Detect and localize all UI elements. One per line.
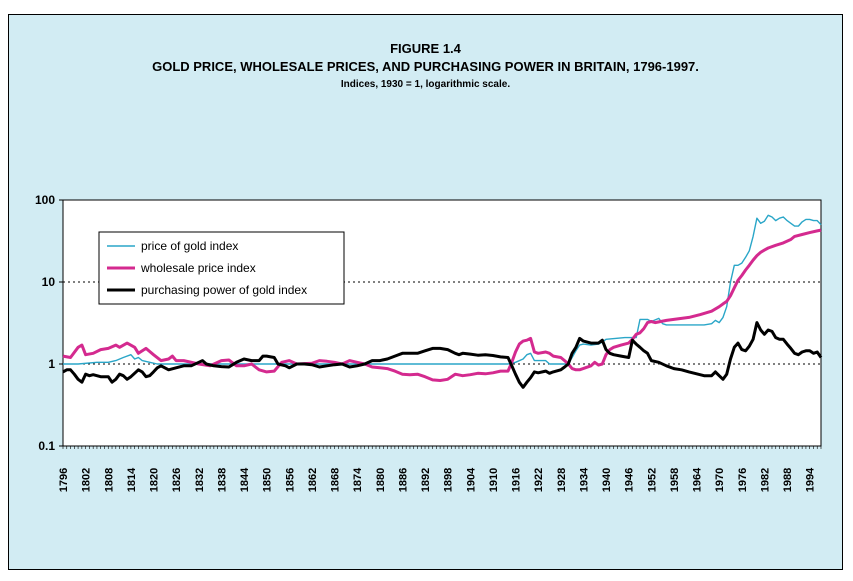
series-line-3: [62, 321, 823, 389]
x-tick-label: 1934: [578, 467, 590, 492]
x-tick-label: 1826: [171, 468, 183, 492]
x-tick-label: 1922: [533, 468, 545, 492]
x-tick-label: 1988: [782, 468, 794, 492]
legend-box: [98, 231, 345, 305]
x-tick-label: 1874: [352, 467, 364, 492]
figure-frame: FIGURE 1.4 GOLD PRICE, WHOLESALE PRICES,…: [8, 14, 843, 570]
figure-note: Indices, 1930 = 1, logarithmic scale.: [340, 79, 511, 90]
x-tick-label: 1838: [216, 468, 228, 492]
x-tick-label: 1970: [714, 468, 726, 492]
x-tick-label: 1886: [397, 468, 409, 492]
x-tick-label: 1958: [669, 468, 681, 492]
x-tick-label: 1850: [262, 468, 274, 492]
figure-title: FIGURE 1.4: [390, 41, 461, 56]
y-tick-label: 100: [35, 193, 55, 207]
y-tick-label: 0.1: [38, 439, 55, 453]
x-tick-label: 1898: [443, 468, 455, 492]
y-tick-label: 10: [42, 275, 56, 289]
y-tick-label: 1: [48, 357, 55, 371]
x-tick-label: 1820: [149, 468, 161, 492]
x-tick-label: 1802: [81, 468, 93, 492]
figure-subtitle: GOLD PRICE, WHOLESALE PRICES, AND PURCHA…: [152, 59, 699, 74]
x-tick-label: 1892: [420, 468, 432, 492]
line-chart: 0.1 1 10 100 1796 1802 1808 1814 1820 1826 1832 183…: [35, 193, 823, 492]
x-tick-label: 1844: [239, 467, 251, 492]
x-tick-label: 1796: [58, 468, 70, 492]
x-tick-label: 1862: [307, 468, 319, 492]
x-tick-label: 1868: [330, 468, 342, 492]
x-tick-label: 1994: [805, 467, 817, 492]
x-tick-label: 1964: [692, 467, 704, 492]
x-tick-label: 1952: [646, 468, 658, 492]
x-tick-label: 1832: [194, 468, 206, 492]
x-tick-label: 1940: [601, 468, 613, 492]
x-tick-label: 1928: [556, 468, 568, 492]
legend-label: wholesale price index: [140, 261, 256, 275]
x-tick-label: 1856: [284, 468, 296, 492]
x-tick-label: 1916: [511, 468, 523, 492]
x-tick-label: 1982: [759, 468, 771, 492]
x-tick-label: 1814: [126, 467, 138, 492]
x-tick-label: 1910: [488, 468, 500, 492]
legend-label: purchasing power of gold index: [141, 283, 307, 297]
x-tick-label: 1946: [624, 468, 636, 492]
x-tick-label: 1976: [737, 468, 749, 492]
x-tick-label: 1808: [103, 468, 115, 492]
x-tick-label: 1880: [375, 468, 387, 492]
legend-label: price of gold index: [141, 239, 238, 253]
x-tick-label: 1904: [465, 467, 477, 492]
